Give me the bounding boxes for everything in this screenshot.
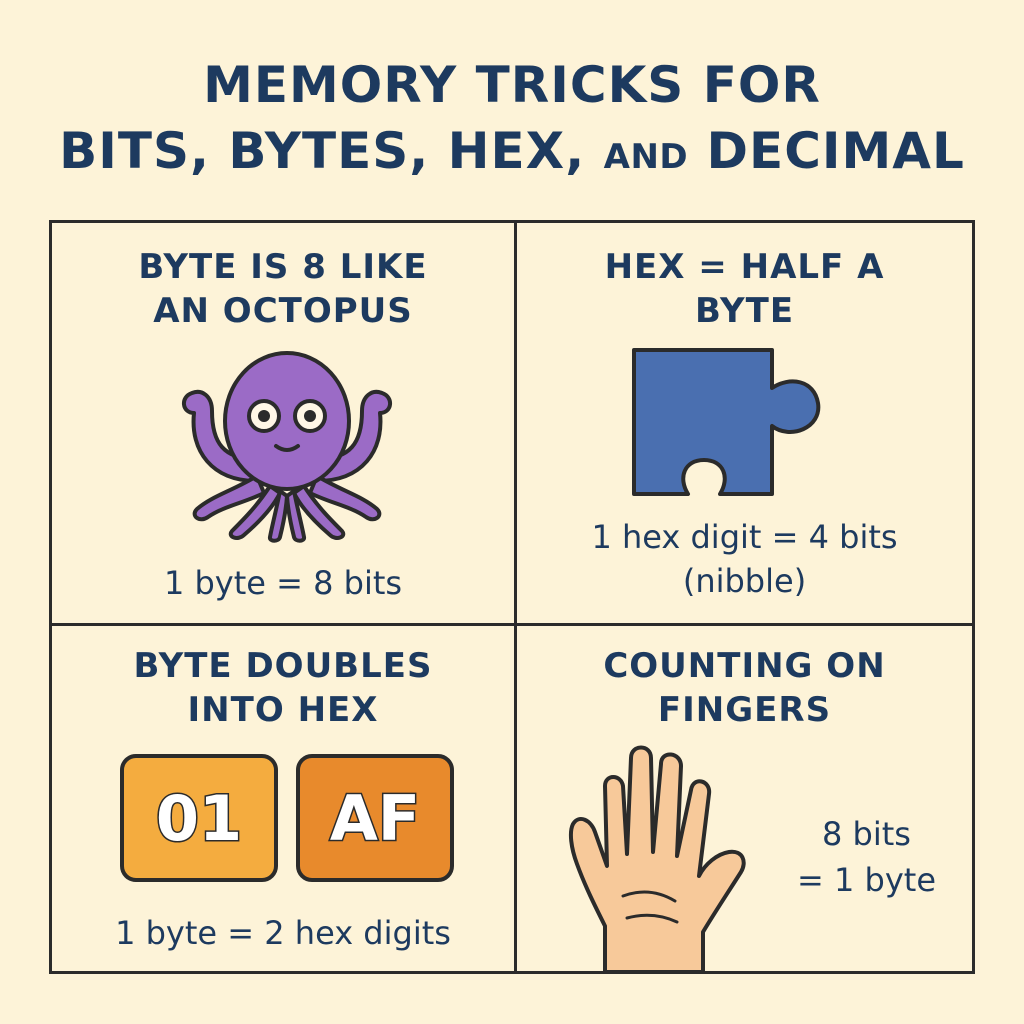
title-line-2-and: AND bbox=[603, 137, 689, 177]
octopus-icon bbox=[182, 351, 392, 543]
panel-puzzle-heading: HEX = HALF A BYTE bbox=[517, 245, 972, 333]
panel-puzzle-caption: 1 hex digit = 4 bits (nibble) bbox=[517, 515, 972, 603]
panel-fingers-heading-line-2: FINGERS bbox=[657, 690, 832, 730]
tricks-grid: BYTE IS 8 LIKE AN OCTOPUS bbox=[49, 220, 975, 974]
title-line-2-end: DECIMAL bbox=[706, 122, 965, 180]
title-line-2: BITS, BYTES, HEX, AND DECIMAL bbox=[0, 118, 1024, 190]
panel-puzzle-caption-line-1: 1 hex digit = 4 bits bbox=[591, 518, 898, 556]
panel-puzzle-caption-line-2: (nibble) bbox=[682, 562, 807, 600]
panel-octopus-heading-line-2: AN OCTOPUS bbox=[153, 291, 413, 331]
page-title: MEMORY TRICKS FOR BITS, BYTES, HEX, AND … bbox=[0, 52, 1024, 190]
panel-hex-tiles-heading-line-1: BYTE DOUBLES bbox=[133, 646, 433, 686]
panel-octopus-heading: BYTE IS 8 LIKE AN OCTOPUS bbox=[52, 245, 514, 333]
panel-fingers-caption-line-1: 8 bits bbox=[822, 815, 911, 853]
panel-fingers-caption: 8 bits = 1 byte bbox=[797, 811, 936, 903]
panel-fingers-heading: COUNTING ON FINGERS bbox=[517, 644, 972, 732]
panel-hex-tiles-heading: BYTE DOUBLES INTO HEX bbox=[52, 644, 514, 732]
panel-puzzle: HEX = HALF A BYTE 1 hex digit = 4 bits (… bbox=[517, 223, 972, 623]
panel-puzzle-heading-line-1: HEX = HALF A bbox=[604, 247, 885, 287]
title-line-1: MEMORY TRICKS FOR bbox=[203, 56, 821, 114]
panel-fingers: COUNTING ON FINGERS 8 bits = 1 byte bbox=[517, 626, 972, 974]
hex-tile-af: AF bbox=[296, 754, 454, 882]
panel-hex-tiles-heading-line-2: INTO HEX bbox=[187, 690, 379, 730]
grid-horizontal-divider bbox=[52, 623, 972, 626]
panel-fingers-heading-line-1: COUNTING ON bbox=[603, 646, 886, 686]
grid-vertical-divider bbox=[514, 223, 517, 971]
panel-octopus-heading-line-1: BYTE IS 8 LIKE bbox=[138, 247, 428, 287]
hand-icon bbox=[568, 745, 746, 974]
panel-hex-tiles: BYTE DOUBLES INTO HEX 01 AF 1 byte = 2 h… bbox=[52, 626, 514, 971]
hex-tile-01: 01 bbox=[120, 754, 278, 882]
panel-fingers-caption-line-2: = 1 byte bbox=[797, 861, 936, 899]
panel-hex-tiles-caption: 1 byte = 2 hex digits bbox=[115, 914, 451, 952]
panel-puzzle-heading-line-2: BYTE bbox=[694, 291, 795, 331]
panel-octopus-caption: 1 byte = 8 bits bbox=[163, 564, 403, 602]
title-line-2-main: BITS, BYTES, HEX, bbox=[59, 122, 586, 180]
puzzle-piece-icon bbox=[632, 348, 821, 496]
panel-octopus: BYTE IS 8 LIKE AN OCTOPUS bbox=[52, 223, 514, 623]
